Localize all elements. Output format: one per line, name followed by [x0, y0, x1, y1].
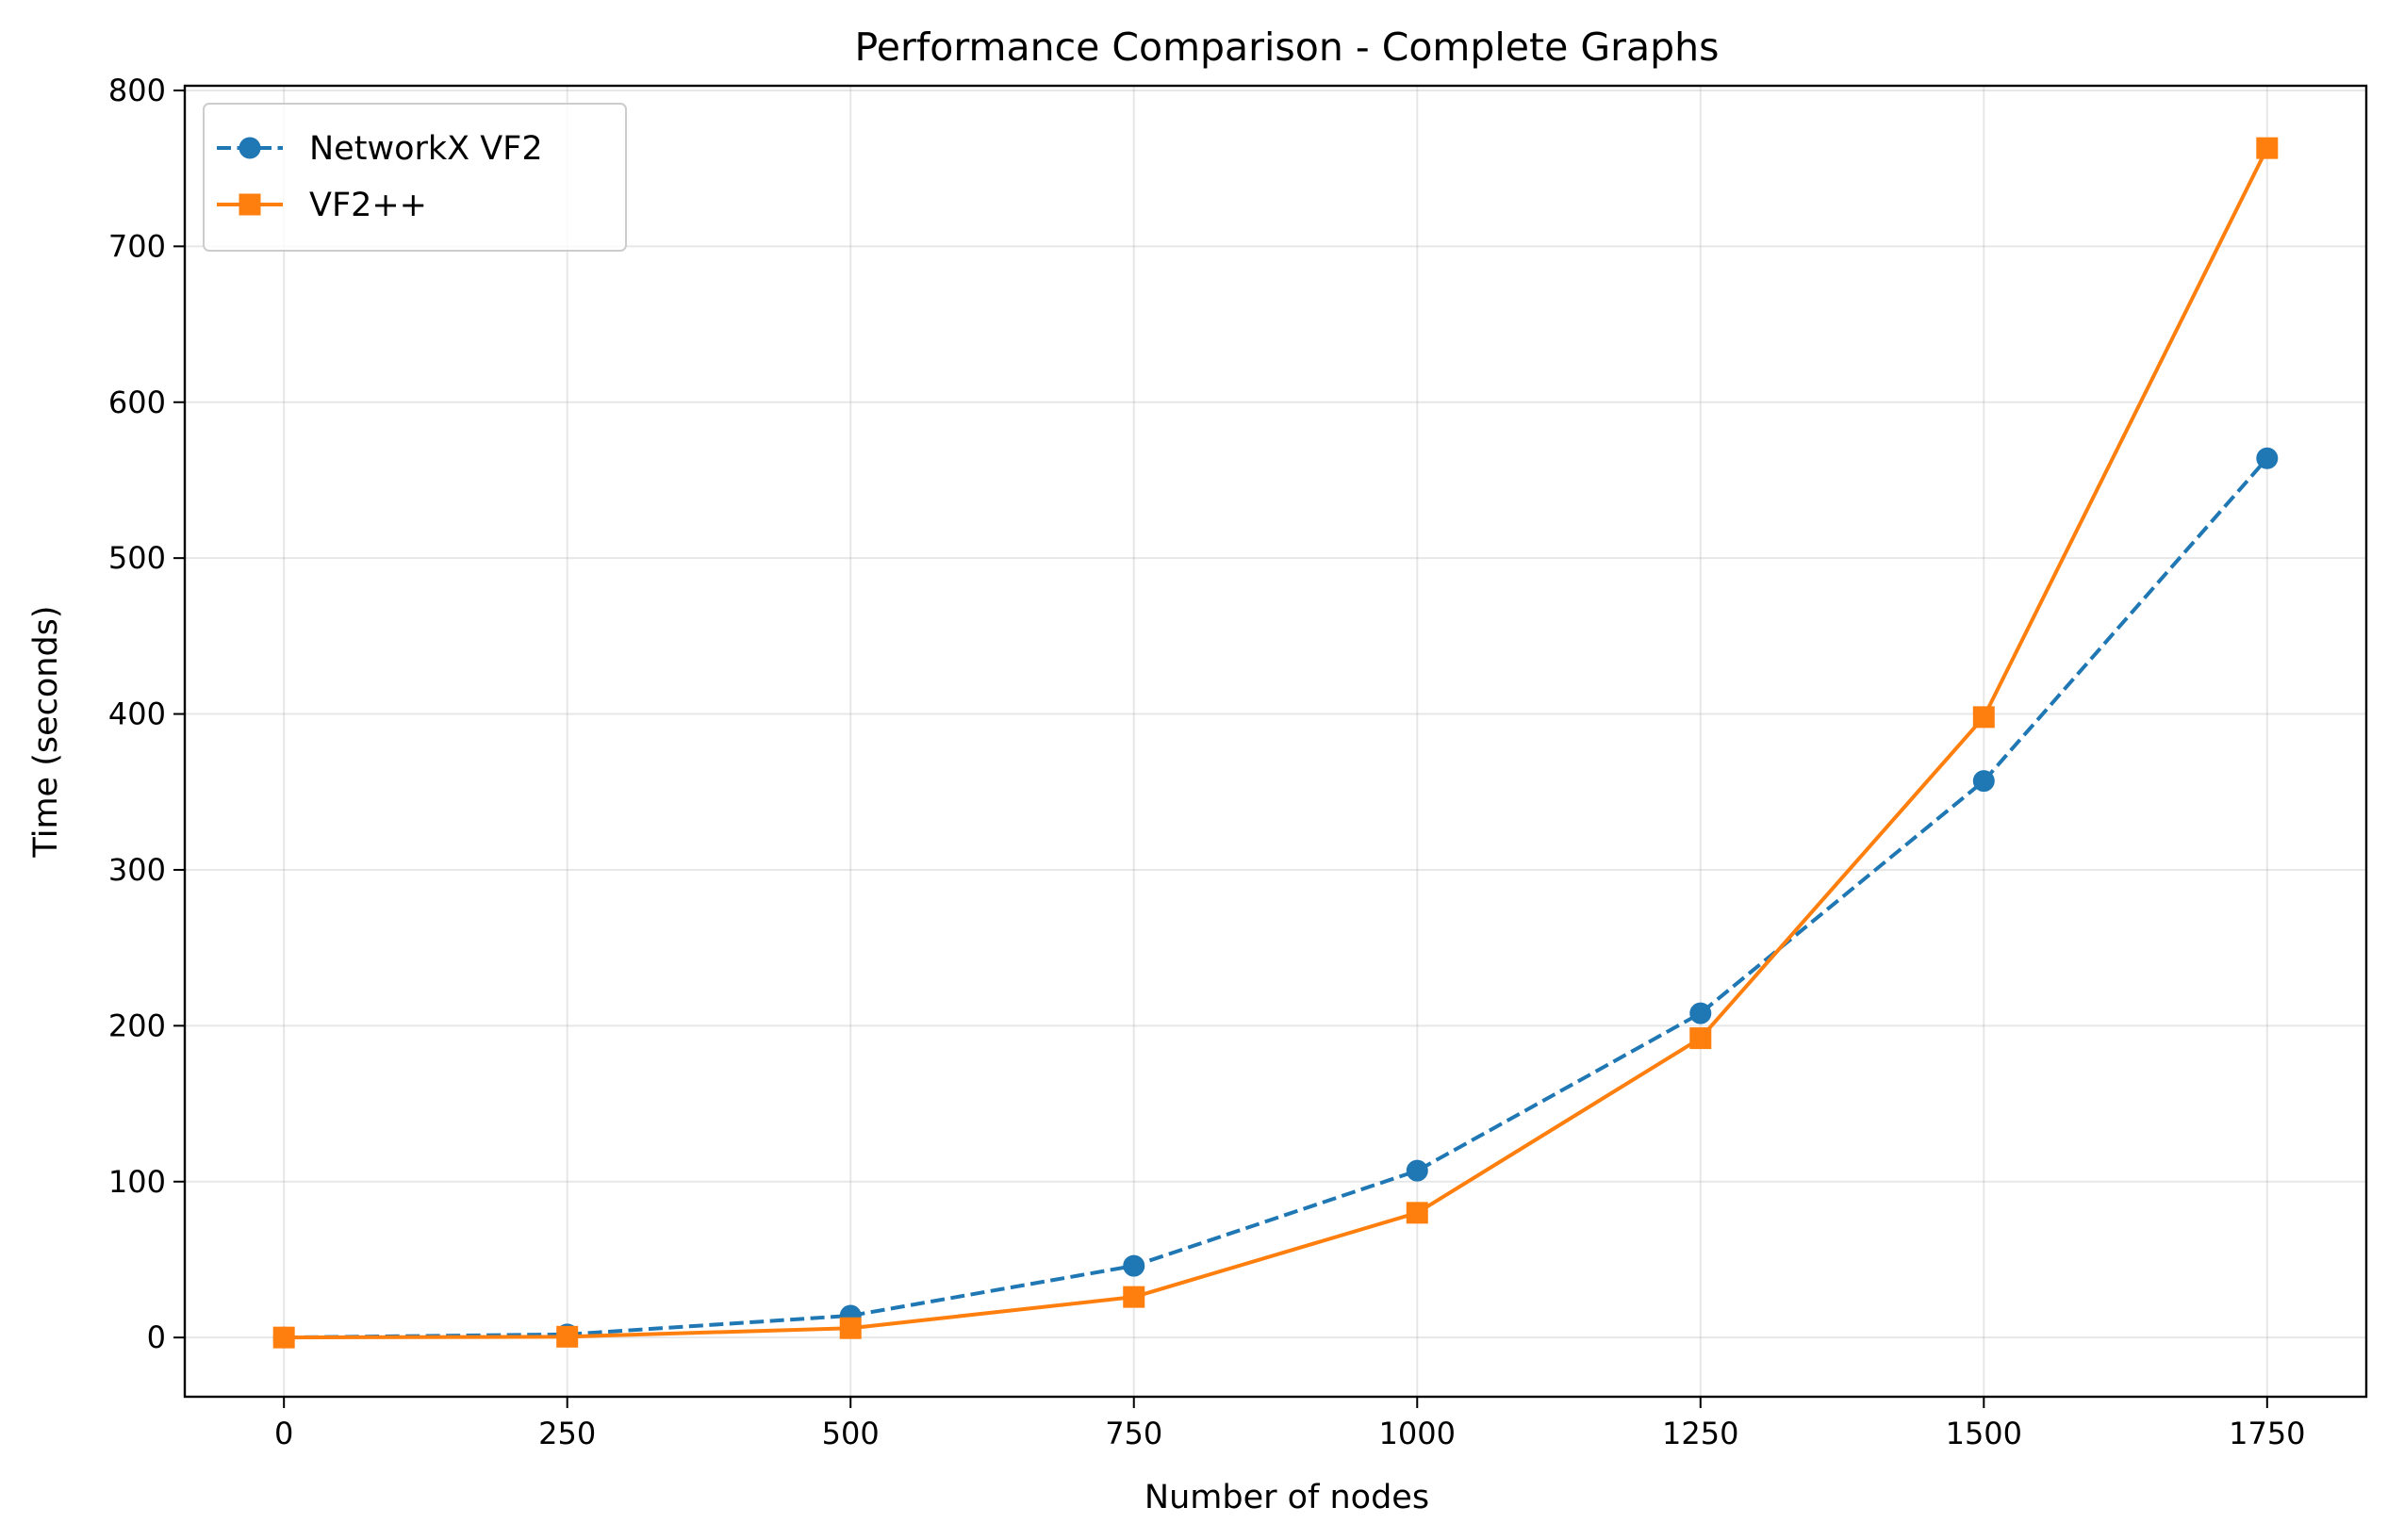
x-tick-label: 750	[1105, 1416, 1162, 1451]
data-point-vf2	[1689, 1027, 1712, 1050]
x-tick-label: 1750	[2229, 1416, 2305, 1451]
data-point-networkx-vf2	[1689, 1002, 1712, 1024]
legend: NetworkX VF2 VF2++	[203, 103, 627, 252]
data-point-vf2	[1406, 1202, 1428, 1224]
chart-title: Performance Comparison - Complete Graphs	[855, 25, 1720, 70]
y-tick-label: 400	[108, 696, 166, 732]
y-tick-label: 200	[108, 1008, 166, 1043]
legend-item-networkx-vf2: NetworkX VF2	[217, 130, 543, 168]
plot-frame	[183, 84, 2368, 1399]
legend-swatch-marker	[239, 193, 261, 216]
y-axis-label: Time (seconds)	[27, 605, 65, 858]
y-tick-label: 100	[108, 1164, 166, 1200]
data-point-networkx-vf2	[1123, 1254, 1145, 1277]
data-point-vf2	[1123, 1286, 1145, 1308]
data-point-vf2	[2256, 137, 2279, 159]
y-tick-label: 600	[108, 385, 166, 420]
x-tick-label: 0	[274, 1416, 293, 1451]
x-axis-label: Number of nodes	[1144, 1479, 1429, 1516]
legend-label: VF2++	[309, 187, 427, 224]
y-tick-label: 700	[108, 228, 166, 264]
x-tick-label: 250	[538, 1416, 596, 1451]
x-tick-label: 1250	[1662, 1416, 1738, 1451]
x-tick-label: 500	[822, 1416, 880, 1451]
y-tick-label: 300	[108, 852, 166, 888]
data-point-networkx-vf2	[2256, 447, 2279, 469]
legend-item-vf2: VF2++	[217, 187, 427, 224]
series-line-networkx-vf2	[284, 456, 2269, 1340]
legend-swatch-marker	[239, 137, 261, 159]
series-layer	[272, 137, 2279, 1349]
ticks: 0 250 500 750 1000 1250 1500 1750 0 100 200 300 400 5…	[108, 73, 2306, 1451]
x-tick-label: 1500	[1946, 1416, 2022, 1451]
data-point-vf2	[1972, 706, 1995, 729]
y-tick-label: 500	[108, 540, 166, 576]
series-vf2	[272, 137, 2279, 1349]
y-tick-label: 800	[108, 73, 166, 108]
data-point-networkx-vf2	[1406, 1159, 1428, 1182]
data-point-vf2	[272, 1326, 295, 1349]
x-tick-label: 1000	[1379, 1416, 1456, 1451]
series-line-vf2	[284, 147, 2269, 1340]
data-point-networkx-vf2	[1972, 770, 1995, 793]
legend-label: NetworkX VF2	[309, 130, 543, 168]
legend-box	[203, 103, 627, 252]
y-tick-label: 0	[147, 1319, 166, 1355]
data-point-vf2	[839, 1317, 862, 1339]
data-point-vf2	[556, 1325, 579, 1348]
